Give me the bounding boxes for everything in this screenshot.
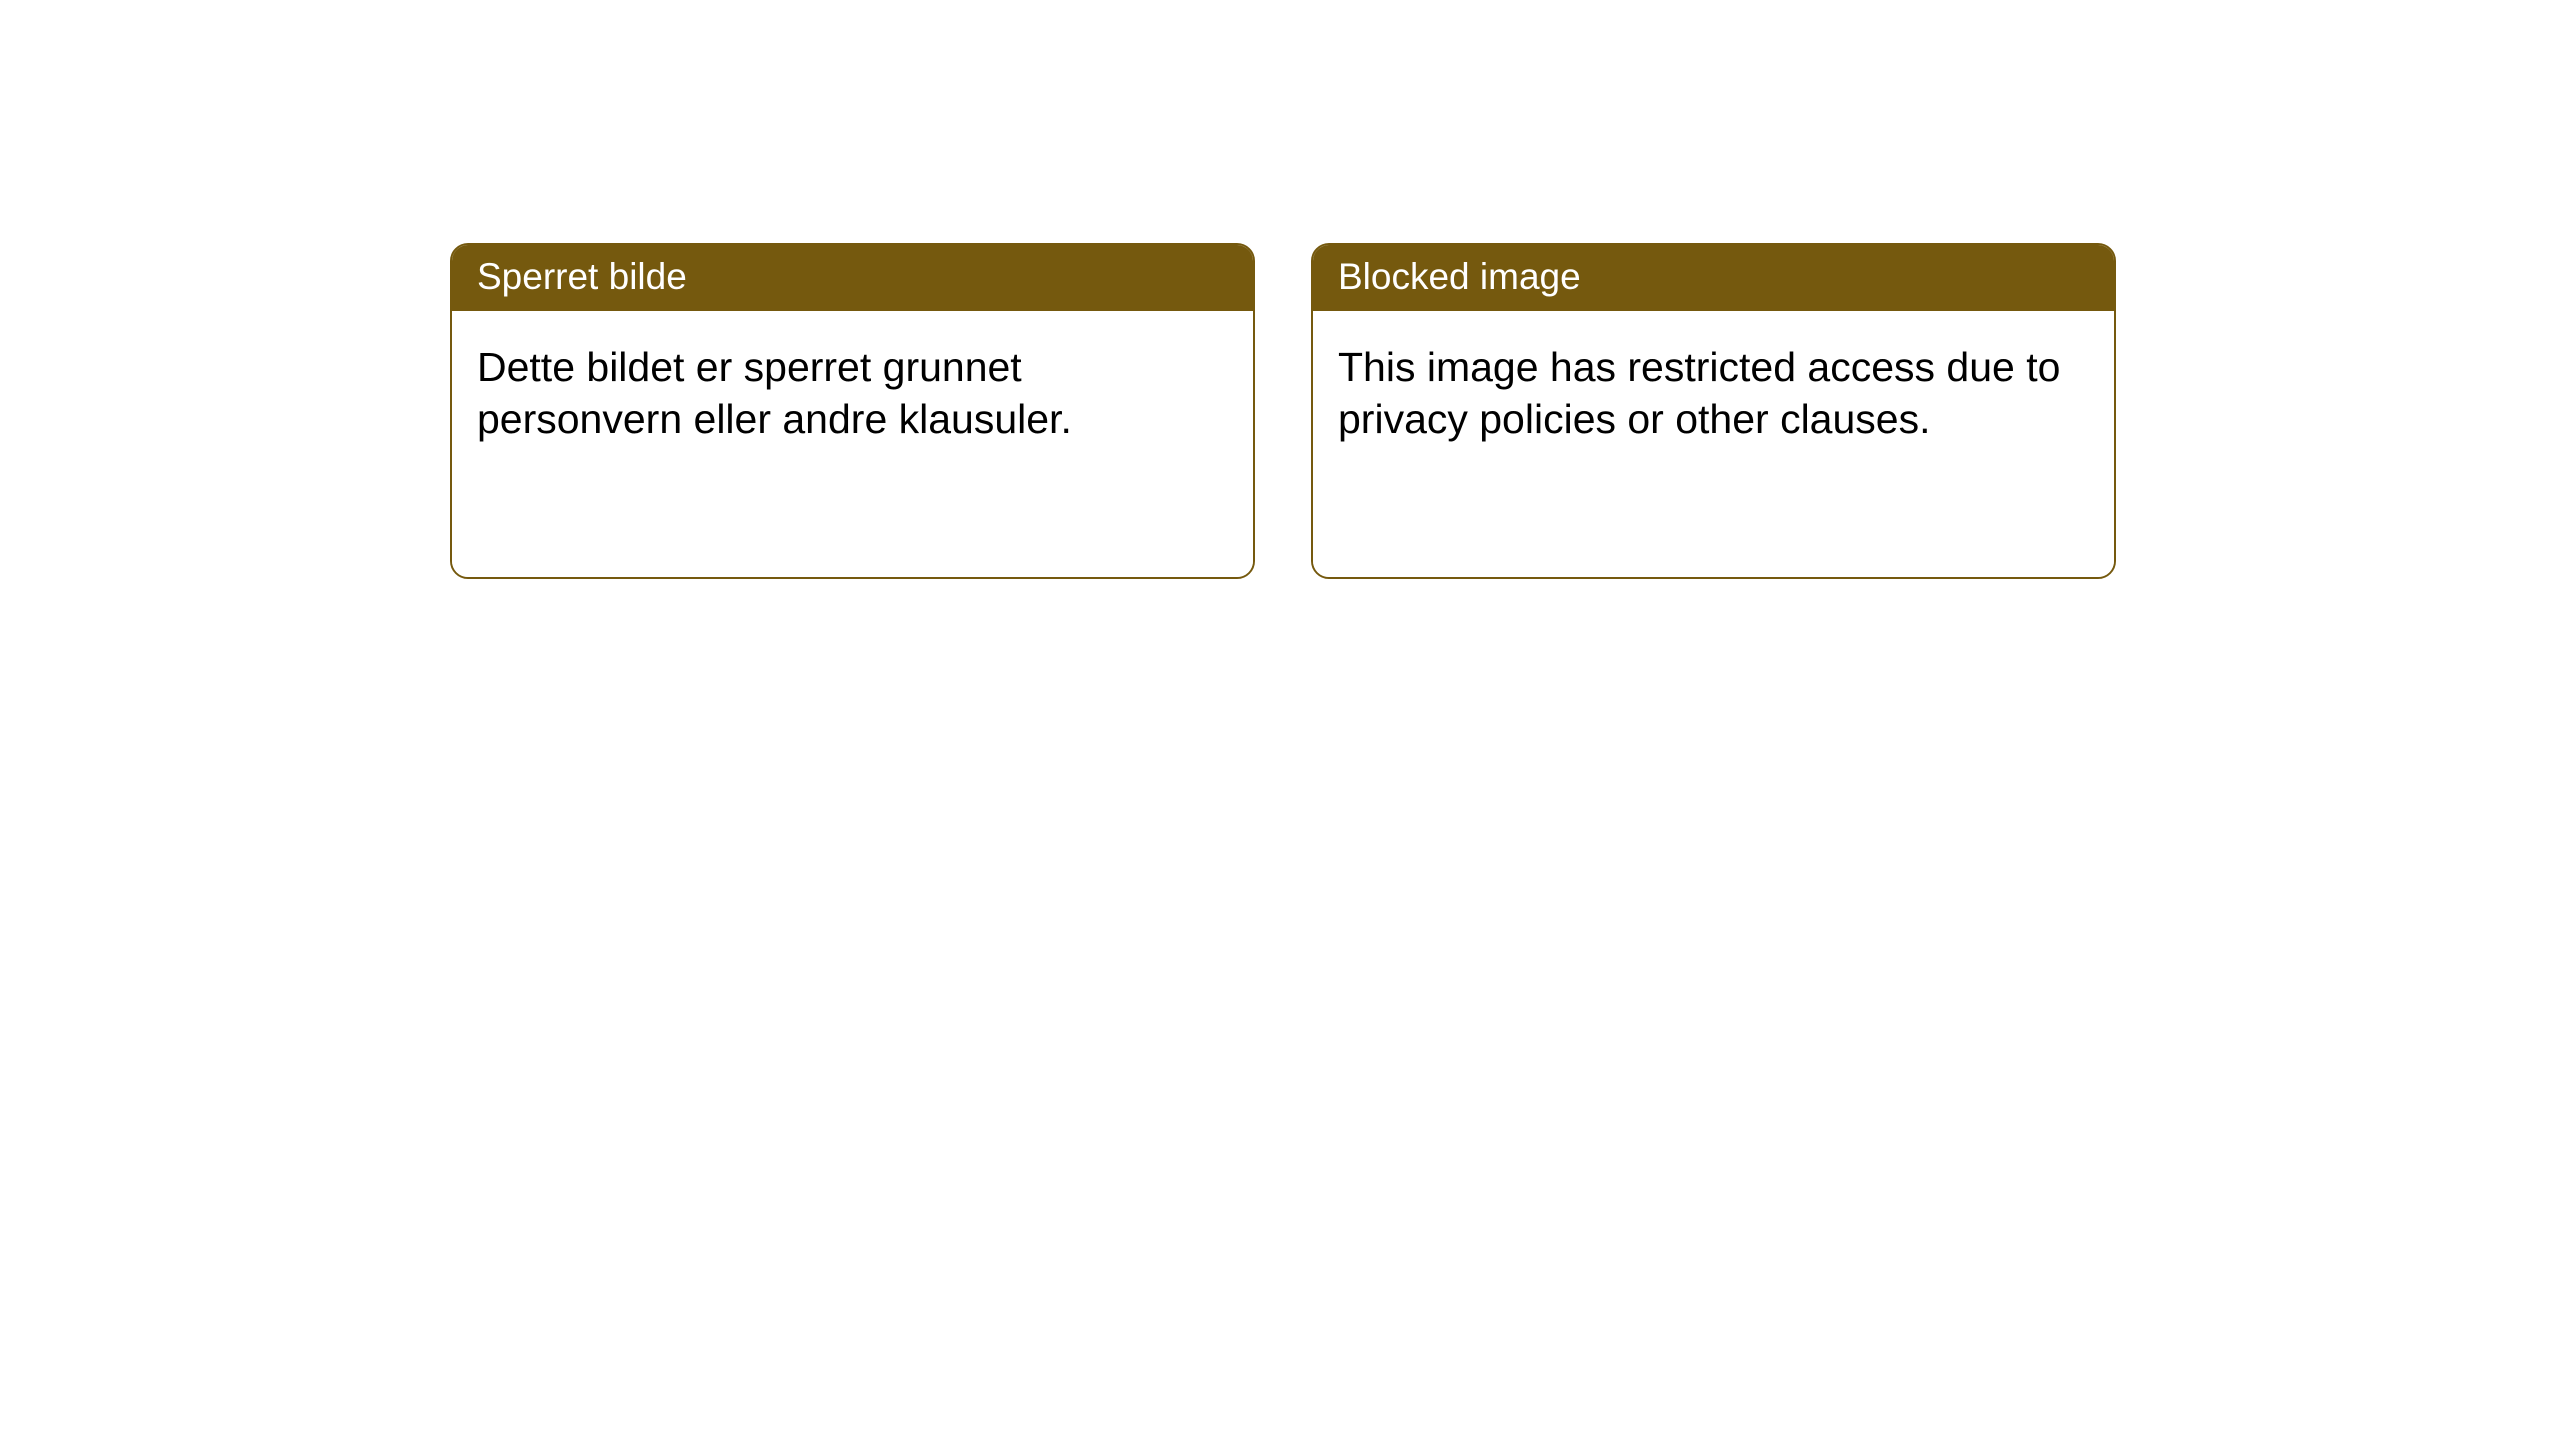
notice-body-english: This image has restricted access due to …	[1313, 311, 2114, 577]
notice-title-norwegian: Sperret bilde	[477, 256, 687, 297]
notice-body-norwegian: Dette bildet er sperret grunnet personve…	[452, 311, 1253, 577]
notice-card-norwegian: Sperret bilde Dette bildet er sperret gr…	[450, 243, 1255, 579]
notice-header-english: Blocked image	[1313, 245, 2114, 311]
notice-header-norwegian: Sperret bilde	[452, 245, 1253, 311]
notice-text-english: This image has restricted access due to …	[1338, 341, 2089, 445]
notice-text-norwegian: Dette bildet er sperret grunnet personve…	[477, 341, 1228, 445]
notice-title-english: Blocked image	[1338, 256, 1581, 297]
notice-container: Sperret bilde Dette bildet er sperret gr…	[450, 243, 2116, 579]
notice-card-english: Blocked image This image has restricted …	[1311, 243, 2116, 579]
